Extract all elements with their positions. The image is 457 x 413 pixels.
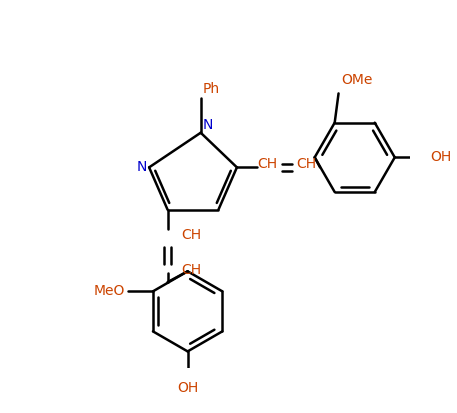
Text: Ph: Ph — [203, 82, 220, 96]
Text: MeO: MeO — [94, 284, 125, 298]
Text: CH: CH — [181, 228, 202, 242]
Text: N: N — [137, 160, 147, 174]
Text: OMe: OMe — [341, 73, 372, 87]
Text: OH: OH — [177, 381, 198, 395]
Text: CH: CH — [296, 157, 316, 171]
Text: OH: OH — [430, 150, 452, 164]
Text: CH: CH — [258, 157, 278, 171]
Text: N: N — [203, 118, 213, 132]
Text: CH: CH — [181, 263, 202, 277]
